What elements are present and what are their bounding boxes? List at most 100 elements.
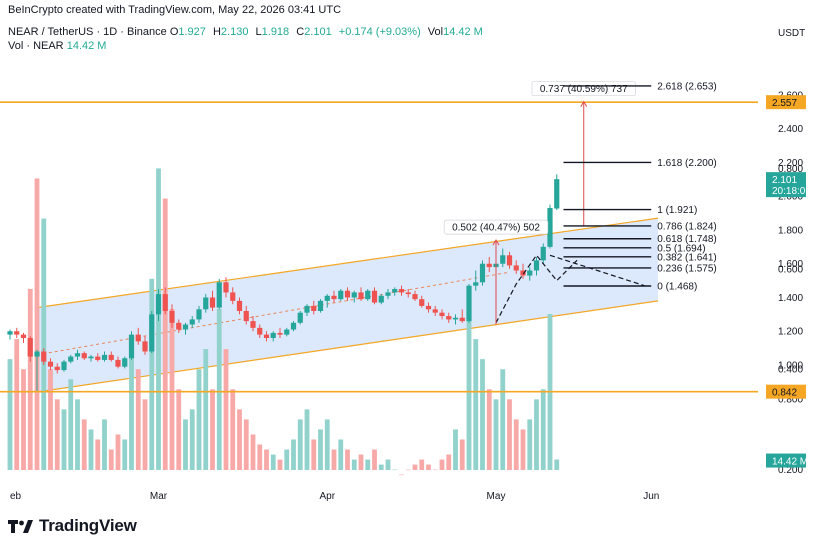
candle-body [115,359,121,367]
candle-body [189,319,195,325]
volume-bar [216,308,222,470]
volume-bar [189,409,195,470]
volume-bar [372,449,377,470]
volume-bar [493,399,499,470]
measure-arrow [492,239,500,246]
candle-body [135,334,141,342]
candle-body [554,179,560,209]
candle-body [351,292,357,298]
volume-bar [324,419,330,470]
volume-bar [351,459,357,470]
volume-bar [48,369,53,470]
volume-bar [432,469,438,471]
level-badge-top-box [766,95,806,110]
volume-bar [297,419,303,470]
zigzag-path [495,254,578,324]
volume-bar [480,359,485,470]
candles [7,174,560,393]
candle-body [169,310,175,323]
volume-label: Vol [427,26,444,38]
candle-body [182,324,189,330]
volume-tick-label: 0.400 [778,365,803,376]
candle-body [250,321,256,328]
candle-body [513,265,519,271]
price-tick-label: 1.000 [778,361,803,372]
time-tick-label: Mar [150,491,168,502]
volume-bar [95,439,101,470]
candle-body [311,305,317,311]
candle-body [7,331,13,335]
volume-bar [176,389,182,470]
volume-bar [75,399,80,470]
open-value: 1.927 [178,26,206,38]
currency-label: USDT [778,28,805,39]
volume-bar [223,349,229,470]
volume-bar [385,459,391,470]
volume-bar [311,439,317,470]
symbol-label[interactable]: NEAR / TetherUS · 1D · Binance [8,26,167,38]
volume-symbol[interactable]: Vol · NEAR [8,40,64,52]
candle-body [419,299,425,306]
volume-tick-label: 0.600 [778,264,803,275]
candle-body [392,289,398,293]
candle-body [88,356,94,359]
candle-body [466,285,472,322]
tradingview-logo-text: TradingView [39,516,137,535]
volume-bar [453,429,458,470]
channel-upper-line [36,217,659,309]
volume-bar [142,399,148,470]
volume-bar [527,419,533,470]
candle-body [122,358,128,367]
volume-bar [129,344,134,470]
candle-body [385,292,391,296]
low-label: L [255,26,262,38]
candle-body [520,270,526,276]
candle-body [479,263,486,283]
measure-label: 0.737 (40.59%) 737 [540,84,628,95]
volume-bar [210,389,215,470]
candle-body [101,354,108,360]
volume-bar [61,409,67,470]
level-badge-bottom-text: 0.842 [772,388,797,399]
volume-bar [392,469,398,471]
candle-body [203,297,209,310]
candle-body [277,332,283,335]
time-tick-label: Jun [643,491,659,502]
volume-bar [108,449,114,470]
price-tick-label: 2.000 [778,192,803,203]
current-price-badge-text: 2.101 [772,175,797,186]
candle-body [81,353,87,359]
volume-bar [81,419,87,470]
candle-body [284,329,290,335]
channel-midline [36,271,510,356]
candle-body [371,290,378,303]
time-tick-label: eb [10,491,22,502]
candle-body [142,341,148,352]
volume-value: 14.42 M [443,26,483,38]
time-tick-label: Apr [319,491,335,502]
volume-bar [513,419,519,470]
current-volume-badge-text: 14.42 M [772,457,808,468]
volume-bar [27,288,33,470]
volume-bar [88,429,94,470]
fib-label: 2.618 (2.653) [657,81,717,92]
volume-bar [41,218,47,470]
volume-bar [331,449,337,470]
candle-body [344,290,351,298]
candle-body [14,331,20,335]
candle-body [365,290,371,300]
low-value: 1.918 [261,26,290,38]
candle-body [425,305,432,310]
current-volume-badge-box [766,453,806,468]
tradingview-logo: TradingView [8,516,137,536]
volume-bar [338,439,344,470]
volume-bar [399,474,404,476]
volume-bar [102,419,107,470]
candle-body [378,295,384,303]
price-tick-label: 2.400 [778,124,803,135]
candle-body [506,255,513,266]
change-value: +0.174 (+9.03%) [338,26,421,38]
volume-bar [237,409,242,470]
candle-body [405,292,411,295]
